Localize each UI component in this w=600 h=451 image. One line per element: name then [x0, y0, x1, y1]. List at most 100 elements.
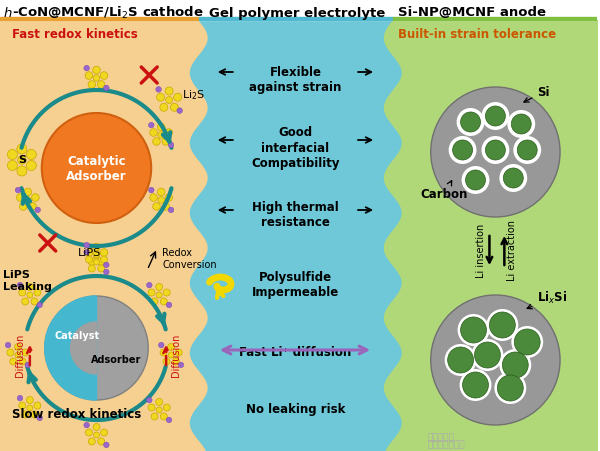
- Circle shape: [85, 249, 93, 256]
- Circle shape: [88, 265, 95, 272]
- Circle shape: [461, 317, 487, 343]
- Circle shape: [17, 395, 23, 401]
- Circle shape: [165, 194, 173, 201]
- Circle shape: [150, 129, 157, 136]
- Circle shape: [93, 66, 100, 74]
- Text: Diffusion: Diffusion: [171, 333, 181, 377]
- Circle shape: [93, 75, 100, 81]
- Circle shape: [485, 140, 505, 160]
- Circle shape: [157, 93, 164, 101]
- Circle shape: [7, 349, 14, 356]
- Circle shape: [168, 207, 174, 213]
- Circle shape: [163, 358, 170, 365]
- Circle shape: [84, 65, 89, 71]
- Circle shape: [160, 349, 167, 356]
- Text: Polysulfide
Impermeable: Polysulfide Impermeable: [252, 271, 339, 299]
- Circle shape: [27, 292, 33, 298]
- Circle shape: [93, 423, 100, 431]
- Circle shape: [177, 108, 182, 113]
- Circle shape: [431, 295, 560, 425]
- Circle shape: [93, 250, 100, 258]
- Bar: [0, 0, 597, 20]
- Text: Flexible
against strain: Flexible against strain: [249, 66, 341, 94]
- Text: 材料科学与工程: 材料科学与工程: [428, 441, 466, 450]
- Circle shape: [168, 352, 174, 358]
- Circle shape: [167, 344, 175, 350]
- Circle shape: [155, 284, 163, 290]
- Circle shape: [35, 207, 40, 213]
- Circle shape: [93, 252, 100, 258]
- Bar: [393, 17, 597, 20]
- Circle shape: [26, 396, 34, 404]
- Circle shape: [508, 110, 535, 138]
- Circle shape: [27, 405, 33, 411]
- Circle shape: [166, 302, 172, 308]
- Text: LiPS
Leaking: LiPS Leaking: [3, 270, 52, 292]
- Circle shape: [163, 289, 170, 296]
- Circle shape: [481, 102, 509, 130]
- Circle shape: [84, 422, 89, 428]
- Text: Redox
Conversion: Redox Conversion: [162, 248, 217, 270]
- Circle shape: [32, 194, 39, 201]
- Circle shape: [499, 164, 527, 192]
- Circle shape: [148, 289, 155, 296]
- Circle shape: [514, 329, 540, 355]
- Circle shape: [466, 170, 485, 190]
- Circle shape: [151, 298, 158, 305]
- Circle shape: [34, 402, 41, 409]
- Text: Catalyst: Catalyst: [54, 331, 99, 341]
- Circle shape: [149, 187, 154, 193]
- Circle shape: [155, 399, 163, 405]
- Circle shape: [497, 375, 523, 401]
- Circle shape: [101, 256, 107, 263]
- Circle shape: [461, 112, 481, 132]
- Circle shape: [37, 415, 43, 421]
- Circle shape: [146, 397, 152, 403]
- Circle shape: [84, 249, 89, 255]
- Circle shape: [163, 404, 170, 411]
- Circle shape: [168, 142, 174, 147]
- Text: No leaking risk: No leaking risk: [246, 404, 345, 417]
- Circle shape: [88, 81, 95, 88]
- Circle shape: [452, 140, 473, 160]
- Text: Si-NP@MCNF anode: Si-NP@MCNF anode: [398, 6, 546, 19]
- Bar: [199, 17, 393, 20]
- Circle shape: [156, 87, 161, 92]
- Circle shape: [85, 429, 92, 436]
- Circle shape: [34, 289, 41, 296]
- Circle shape: [157, 188, 165, 196]
- Circle shape: [165, 87, 173, 95]
- Circle shape: [511, 326, 543, 358]
- Polygon shape: [45, 296, 97, 400]
- Circle shape: [85, 72, 93, 79]
- Circle shape: [499, 349, 531, 381]
- Circle shape: [7, 149, 17, 160]
- Text: Adsorber: Adsorber: [91, 355, 142, 365]
- Circle shape: [19, 289, 26, 296]
- Circle shape: [158, 342, 164, 348]
- Circle shape: [25, 362, 31, 368]
- Circle shape: [22, 411, 29, 418]
- Circle shape: [19, 358, 26, 365]
- Circle shape: [19, 402, 26, 409]
- Circle shape: [15, 187, 21, 193]
- Circle shape: [158, 132, 164, 138]
- Circle shape: [26, 284, 34, 290]
- Text: Gel polymer electrolyte: Gel polymer electrolyte: [209, 6, 385, 19]
- Circle shape: [17, 156, 26, 164]
- Circle shape: [17, 194, 24, 201]
- Circle shape: [104, 442, 109, 448]
- Circle shape: [98, 265, 104, 272]
- Text: Carbon: Carbon: [421, 181, 468, 201]
- Circle shape: [93, 243, 100, 251]
- Circle shape: [162, 202, 170, 210]
- Circle shape: [15, 352, 21, 358]
- Circle shape: [175, 349, 182, 356]
- Circle shape: [494, 372, 526, 404]
- Circle shape: [22, 298, 29, 305]
- Circle shape: [156, 292, 162, 298]
- Circle shape: [160, 298, 167, 305]
- Circle shape: [100, 249, 108, 256]
- Circle shape: [146, 282, 152, 288]
- Text: Catalytic: Catalytic: [67, 155, 126, 167]
